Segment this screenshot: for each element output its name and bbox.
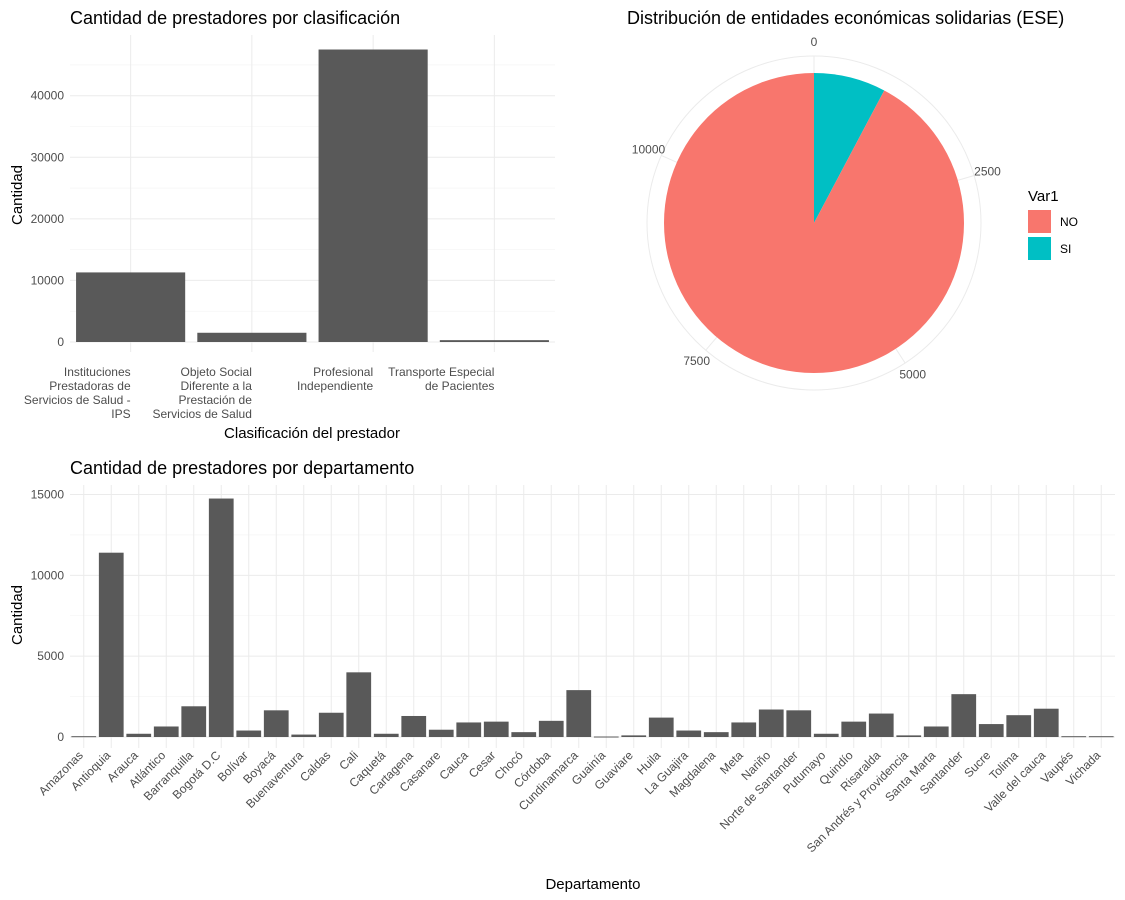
department-bar [428,729,454,737]
department-bar [951,694,977,737]
department-chart-title: Cantidad de prestadores por departamento [70,458,414,478]
department-bar [236,730,262,737]
classification-y-axis-title: Cantidad [9,165,26,225]
classification-y-tick-label: 0 [57,335,64,349]
department-bar [896,735,922,737]
classification-bar [197,332,307,342]
department-y-ticks: 0 5000 10000 15000 [31,488,65,745]
department-bar [71,736,97,738]
department-bar [538,720,564,737]
department-bar [978,724,1004,737]
legend-key-no [1028,210,1051,233]
department-y-tick-label: 0 [57,730,64,744]
classification-y-tick-label: 40000 [31,89,65,103]
department-bar [813,733,839,737]
classification-bar [318,49,428,343]
department-bar [263,710,289,737]
classification-x-tick-label: Transporte Especial de Pacientes [388,365,494,393]
legend-label-si: SI [1060,242,1071,256]
ese-slices [664,73,964,373]
department-bar [153,726,179,737]
department-bar [401,715,427,737]
radial-tick-label: 10000 [632,143,666,157]
classification-x-tick-label: Profesional Independiente [297,365,373,393]
department-x-axis-title: Departamento [545,876,640,893]
classification-x-ticks: Instituciones Prestadoras de Servicios de … [24,365,494,421]
department-bar [456,722,482,737]
department-bar [868,713,894,737]
department-bar [703,732,729,737]
department-bar [126,733,152,737]
department-y-tick-label: 15000 [31,488,65,502]
department-bar [208,498,234,737]
pie-slice-si [814,73,885,223]
radial-tick-label: 2500 [974,165,1001,179]
department-bar [648,717,674,737]
classification-bar [439,340,549,342]
classification-x-axis-title: Clasificación del prestador [224,425,400,442]
department-y-tick-label: 10000 [31,568,65,582]
department-bar [566,690,592,737]
department-bar [593,736,619,738]
department-x-ticks: AmazonasAntioquiaAraucaAtlánticoBarranqu… [36,748,1104,855]
department-bar-chart: Cantidad de prestadores por departamento… [9,458,1115,893]
department-x-tick-label: Caldas [297,748,333,784]
classification-bar-chart: Cantidad de prestadores por clasificació… [9,8,555,442]
ese-chart-title: Distribución de entidades económicas sol… [627,8,1064,28]
pie-slice-no [664,73,964,373]
department-bar [318,712,344,737]
classification-bars [76,49,549,343]
department-bar [1088,736,1114,738]
department-y-tick-label: 5000 [37,649,64,663]
classification-y-ticks: 0 10000 20000 30000 40000 [31,89,65,349]
classification-y-tick-label: 10000 [31,273,65,287]
department-bar [923,726,949,737]
classification-x-tick-label: Objeto Social Diferente a la Prestación de… [152,365,252,421]
radial-tick-label: 5000 [899,368,926,382]
department-y-axis-title: Cantidad [9,585,26,645]
department-bar [758,709,784,737]
department-bar [373,733,399,737]
department-bar [841,721,867,737]
department-bars [71,498,1114,738]
department-bar [98,552,124,737]
classification-y-tick-label: 20000 [31,212,65,226]
department-bar [731,722,757,737]
ese-legend-title: Var1 [1028,188,1059,205]
radial-tick-label: 0 [811,35,818,49]
radial-tick-label: 7500 [683,354,710,368]
department-bar [786,710,812,737]
department-bar [1061,736,1087,738]
department-bar [621,735,647,737]
ese-pie-chart: Distribución de entidades económicas sol… [627,8,1078,391]
department-bar [1033,708,1059,737]
classification-chart-title: Cantidad de prestadores por clasificació… [70,8,400,28]
legend-label-no: NO [1060,215,1078,229]
ese-radial-ticks: 0 2500 5000 7500 10000 [632,35,1001,382]
ese-legend: Var1 NO SI [1028,188,1078,260]
department-bar [181,706,207,737]
classification-x-tick-label: Instituciones Prestadoras de Servicios de … [24,365,131,421]
department-bar [483,721,509,737]
classification-bar [76,272,186,342]
classification-y-tick-label: 30000 [31,150,65,164]
department-bar [1006,715,1032,737]
department-bar [676,730,702,737]
department-bar [511,732,537,737]
department-bar [291,734,317,737]
department-x-tick-label: Cauca [436,748,471,783]
department-bar [346,672,372,737]
legend-key-si [1028,237,1051,260]
